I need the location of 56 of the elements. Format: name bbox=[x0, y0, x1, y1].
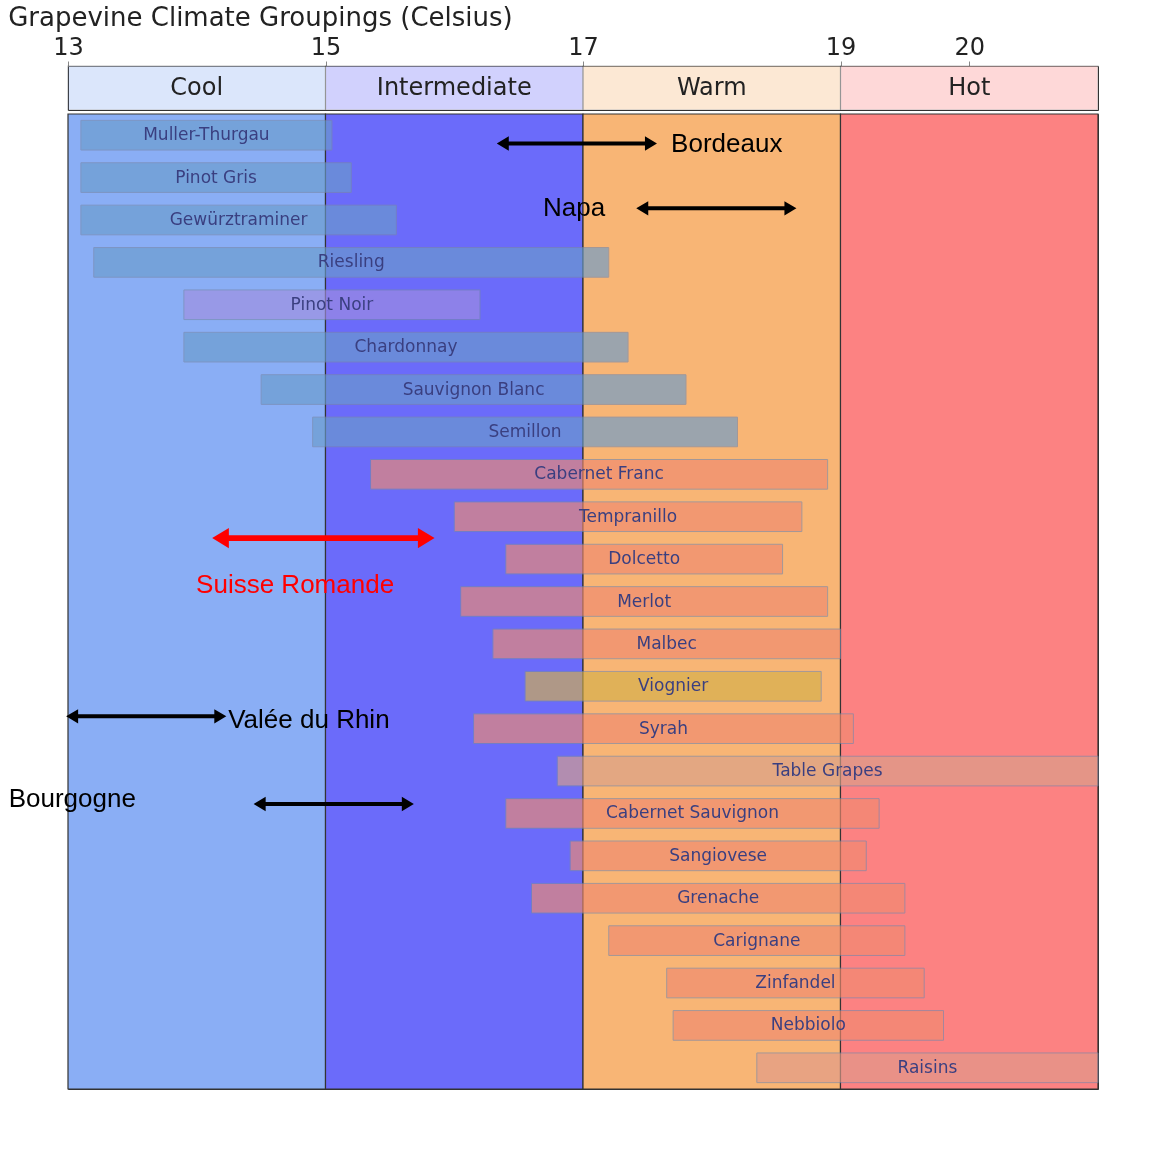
y-tick-label: Nebbiolo bbox=[770, 1014, 846, 1035]
band-label: Cool bbox=[170, 73, 224, 101]
x-tick-label: 13 bbox=[53, 32, 84, 61]
bar bbox=[93, 247, 610, 278]
x-tick-label: 17 bbox=[568, 32, 599, 61]
y-tick-label: Table Grapes bbox=[771, 760, 883, 781]
bar bbox=[183, 331, 629, 363]
y-tick-label: Zinfandel bbox=[755, 972, 836, 993]
x-tick-label: 20 bbox=[954, 32, 986, 61]
y-tick-label: Grenache bbox=[677, 887, 760, 908]
bar bbox=[183, 289, 481, 321]
y-tick-label: Gewürztraminer bbox=[169, 208, 308, 229]
bar bbox=[505, 543, 784, 575]
bar bbox=[80, 162, 352, 193]
band-label: Intermediate bbox=[376, 73, 532, 101]
y-tick-label: Carignane bbox=[713, 929, 801, 950]
annotation: Bordeaux bbox=[671, 127, 783, 158]
bar bbox=[460, 586, 829, 617]
y-tick-label: Tempranillo bbox=[578, 505, 678, 526]
y-tick-label: Syrah bbox=[638, 717, 688, 738]
bar bbox=[524, 670, 822, 702]
bar bbox=[260, 374, 687, 405]
band-label: Hot bbox=[948, 73, 991, 101]
bar bbox=[80, 119, 333, 151]
y-tick-label: Raisins bbox=[897, 1056, 958, 1077]
y-tick-label: Chardonnay bbox=[354, 336, 458, 357]
y-tick-label: Viognier bbox=[638, 675, 709, 696]
y-tick-label: Semillon bbox=[488, 420, 562, 441]
bar bbox=[453, 501, 803, 533]
bar bbox=[666, 967, 925, 999]
y-tick-label: Merlot bbox=[617, 590, 672, 611]
y-tick-label: Dolcetto bbox=[608, 548, 681, 569]
y-tick-label: Pinot Gris bbox=[175, 166, 257, 187]
bar bbox=[80, 204, 397, 236]
bar bbox=[672, 1010, 944, 1041]
x-tick-label: 15 bbox=[310, 32, 342, 61]
bar bbox=[556, 755, 1099, 787]
bar bbox=[531, 882, 906, 914]
bar bbox=[608, 925, 906, 956]
bar bbox=[312, 416, 738, 448]
y-tick-label: Cabernet Franc bbox=[534, 463, 664, 484]
bar bbox=[505, 798, 880, 829]
x-tick-label: 19 bbox=[825, 32, 857, 61]
band-label: Warm bbox=[676, 73, 747, 101]
y-tick-label: Sauvignon Blanc bbox=[402, 378, 545, 399]
bar bbox=[370, 458, 829, 490]
bar bbox=[473, 713, 854, 745]
bar bbox=[569, 840, 867, 872]
y-tick-label: Muller-Thurgau bbox=[143, 124, 270, 145]
y-tick-label: Sangiovese bbox=[669, 844, 768, 865]
y-tick-label: Cabernet Sauvignon bbox=[605, 802, 779, 823]
bar bbox=[756, 1052, 1099, 1084]
y-tick-label: Malbec bbox=[636, 632, 697, 653]
chart-title: Grapevine Climate Groupings (Celsius) bbox=[8, 1, 513, 32]
annotation: Bourgogne bbox=[8, 783, 136, 814]
bar bbox=[492, 628, 841, 660]
